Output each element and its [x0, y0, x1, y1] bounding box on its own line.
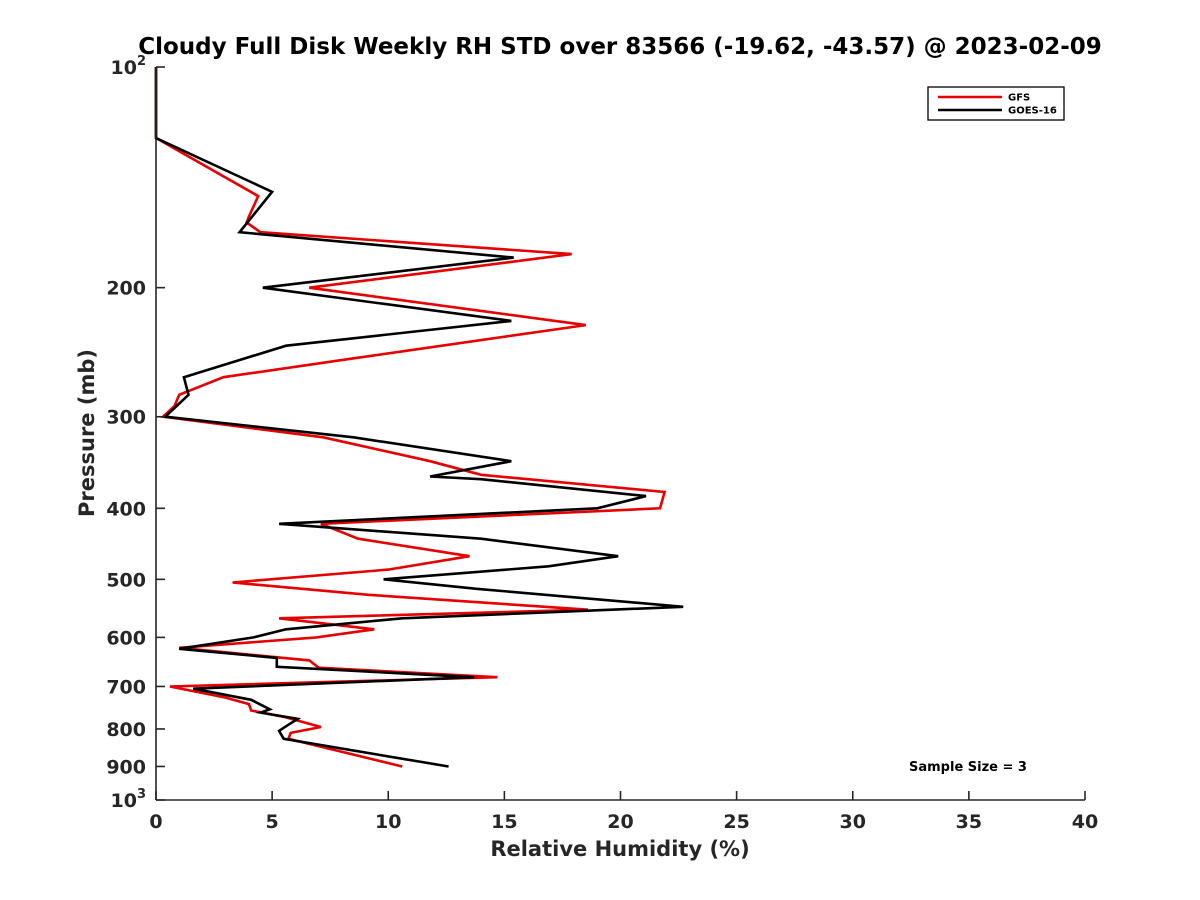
x-tick-label: 10 [375, 811, 401, 833]
x-tick-label: 20 [607, 811, 633, 833]
series-layer [154, 67, 684, 768]
x-tick-label: 5 [266, 811, 279, 833]
x-axis-label: Relative Humidity (%) [490, 837, 749, 861]
y-tick-label: 600 [106, 627, 146, 649]
y-tick-label: 102 [111, 54, 147, 79]
x-tick-label: 0 [149, 811, 162, 833]
y-axis-label: Pressure (mb) [75, 349, 99, 517]
y-tick-label: 500 [106, 569, 146, 591]
y-tick-label: 300 [106, 407, 146, 429]
legend-box [927, 86, 1065, 121]
sample-size-annotation: Sample Size = 3 [909, 760, 1027, 775]
chart-title: Cloudy Full Disk Weekly RH STD over 8356… [138, 34, 1102, 60]
x-tick-label: 35 [956, 811, 982, 833]
y-tick-label: 700 [106, 676, 146, 698]
y-axis-ticks: 102 200 300 400 500 600 700 800 900 103 [106, 54, 165, 812]
y-tick-label: 800 [106, 719, 146, 741]
x-axis-ticks: 0 5 10 15 20 25 30 35 40 [149, 791, 1098, 833]
legend-entry-label: GOES-16 [1008, 106, 1057, 117]
x-tick-label: 40 [1072, 811, 1098, 833]
y-tick-label: 200 [106, 278, 146, 300]
x-tick-label: 30 [840, 811, 866, 833]
legend: GFS GOES-16 [927, 86, 1065, 121]
x-tick-label: 15 [491, 811, 517, 833]
y-tick-label: 103 [111, 787, 147, 812]
series-line-goes-16 [154, 67, 684, 768]
y-tick-label: 400 [106, 498, 146, 520]
legend-entry-label: GFS [1008, 93, 1030, 104]
y-tick-label: 900 [106, 756, 146, 778]
x-tick-label: 25 [723, 811, 749, 833]
series-line-gfs [154, 67, 667, 768]
